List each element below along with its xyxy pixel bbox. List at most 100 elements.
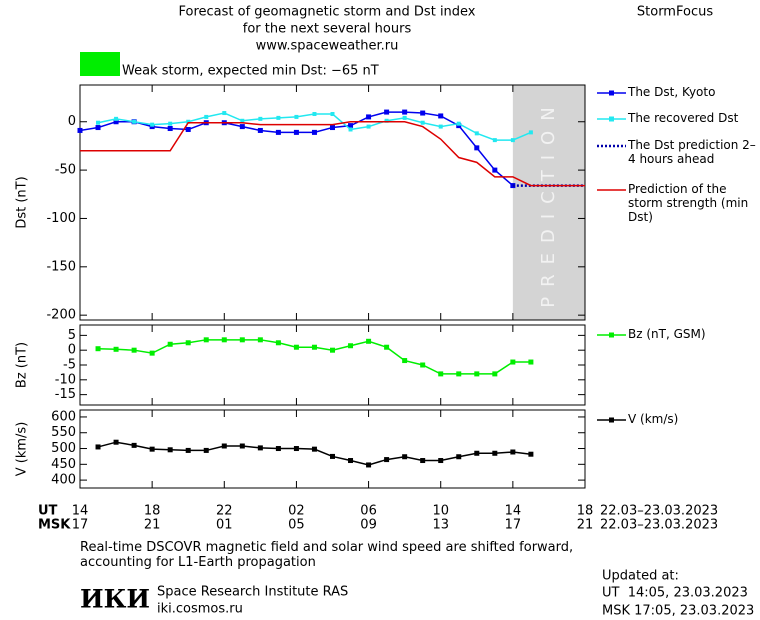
y-tick-label: 5 bbox=[68, 328, 76, 343]
data-point bbox=[456, 371, 462, 377]
data-point bbox=[402, 115, 407, 120]
title: for the next several hours bbox=[243, 22, 412, 37]
data-point bbox=[239, 124, 245, 130]
data-point bbox=[113, 346, 119, 352]
data-point bbox=[168, 121, 173, 126]
data-point bbox=[221, 443, 227, 449]
data-point bbox=[150, 122, 155, 127]
data-point bbox=[131, 347, 137, 353]
data-point bbox=[438, 458, 444, 464]
url: iki.cosmos.ru bbox=[157, 602, 243, 617]
data-point bbox=[420, 120, 425, 125]
x-tick-label: 18 bbox=[577, 504, 594, 519]
data-point bbox=[186, 119, 191, 124]
storm-indicator bbox=[80, 52, 120, 76]
x-tick-label: 18 bbox=[144, 504, 161, 519]
data-point bbox=[420, 362, 426, 368]
data-point bbox=[113, 119, 119, 125]
institute: Space Research Institute RAS bbox=[157, 585, 348, 600]
data-point bbox=[96, 120, 101, 125]
data-point bbox=[95, 125, 101, 131]
data-point bbox=[257, 445, 263, 451]
data-point bbox=[294, 114, 299, 119]
data-point bbox=[185, 447, 191, 453]
y-tick-label: -10 bbox=[55, 372, 76, 387]
y-tick-label: -100 bbox=[46, 211, 76, 226]
x-tick-label: 22 bbox=[216, 504, 233, 519]
data-point bbox=[456, 454, 462, 460]
data-point bbox=[95, 444, 101, 450]
legend-entry: Prediction of the storm strength (min Ds… bbox=[628, 182, 749, 224]
data-point bbox=[167, 341, 173, 347]
y-axis-label: Dst (nT) bbox=[15, 176, 30, 228]
data-point bbox=[510, 359, 516, 365]
data-point bbox=[293, 344, 299, 350]
legend-marker bbox=[609, 90, 614, 96]
data-point bbox=[492, 450, 498, 456]
legend-entry: The recovered Dst bbox=[628, 111, 739, 125]
y-tick-label: 400 bbox=[51, 473, 76, 488]
data-point bbox=[384, 457, 390, 463]
data-point bbox=[366, 124, 371, 129]
legend-entry: The Dst prediction 2–4 hours ahead bbox=[628, 138, 756, 166]
series-line bbox=[97, 112, 532, 141]
series-line bbox=[80, 120, 585, 187]
data-point bbox=[420, 110, 426, 116]
legend-marker bbox=[609, 116, 614, 122]
x-tick-label-msk: 01 bbox=[216, 518, 233, 533]
data-point bbox=[438, 113, 444, 119]
data-point bbox=[510, 449, 516, 455]
data-point bbox=[113, 439, 119, 445]
x-tick-label: 02 bbox=[288, 504, 305, 519]
data-point bbox=[330, 125, 335, 131]
data-point bbox=[330, 112, 335, 117]
x-tick-label: 06 bbox=[360, 504, 377, 519]
ut-label: UT bbox=[38, 504, 58, 519]
data-point bbox=[258, 116, 263, 121]
y-tick-label: -150 bbox=[46, 259, 76, 274]
data-point bbox=[149, 446, 155, 452]
data-point bbox=[222, 111, 227, 116]
data-point bbox=[492, 138, 497, 143]
date-range: 22.03–23.03.2023 bbox=[600, 518, 718, 533]
brand: StormFocus bbox=[637, 5, 713, 20]
data-point bbox=[312, 112, 317, 117]
y-tick-label: -50 bbox=[55, 163, 76, 178]
data-point bbox=[402, 358, 408, 364]
x-tick-label: 14 bbox=[505, 504, 522, 519]
data-point bbox=[311, 344, 317, 350]
data-point bbox=[257, 337, 263, 343]
data-point bbox=[167, 447, 173, 453]
y-tick-label: -200 bbox=[46, 308, 76, 323]
footnote: Real-time DSCOVR magnetic field and sola… bbox=[80, 540, 574, 570]
data-point bbox=[239, 443, 245, 449]
data-point bbox=[384, 344, 390, 350]
y-tick-label: 0 bbox=[68, 343, 76, 358]
legend-entry: V (km/s) bbox=[628, 412, 679, 426]
data-point bbox=[510, 138, 515, 143]
x-tick-label-msk: 21 bbox=[144, 518, 161, 533]
data-point bbox=[95, 346, 101, 352]
data-point bbox=[185, 126, 191, 132]
y-axis-label: V (km/s) bbox=[15, 422, 30, 477]
data-point bbox=[257, 127, 263, 133]
data-point bbox=[348, 343, 354, 349]
data-point bbox=[275, 446, 281, 452]
data-point bbox=[221, 337, 227, 343]
x-tick-label-msk: 17 bbox=[72, 518, 89, 533]
data-point bbox=[114, 116, 119, 121]
data-point bbox=[330, 347, 335, 353]
data-point bbox=[528, 359, 534, 365]
data-point bbox=[293, 129, 299, 135]
series-line bbox=[97, 441, 531, 466]
data-point bbox=[240, 118, 245, 123]
y-tick-label: 0 bbox=[68, 114, 76, 129]
data-point bbox=[474, 450, 480, 456]
data-point bbox=[203, 337, 209, 343]
data-point bbox=[384, 118, 389, 123]
prediction-region bbox=[512, 85, 585, 320]
x-tick-label: 10 bbox=[432, 504, 449, 519]
x-tick-label-msk: 13 bbox=[432, 518, 449, 533]
